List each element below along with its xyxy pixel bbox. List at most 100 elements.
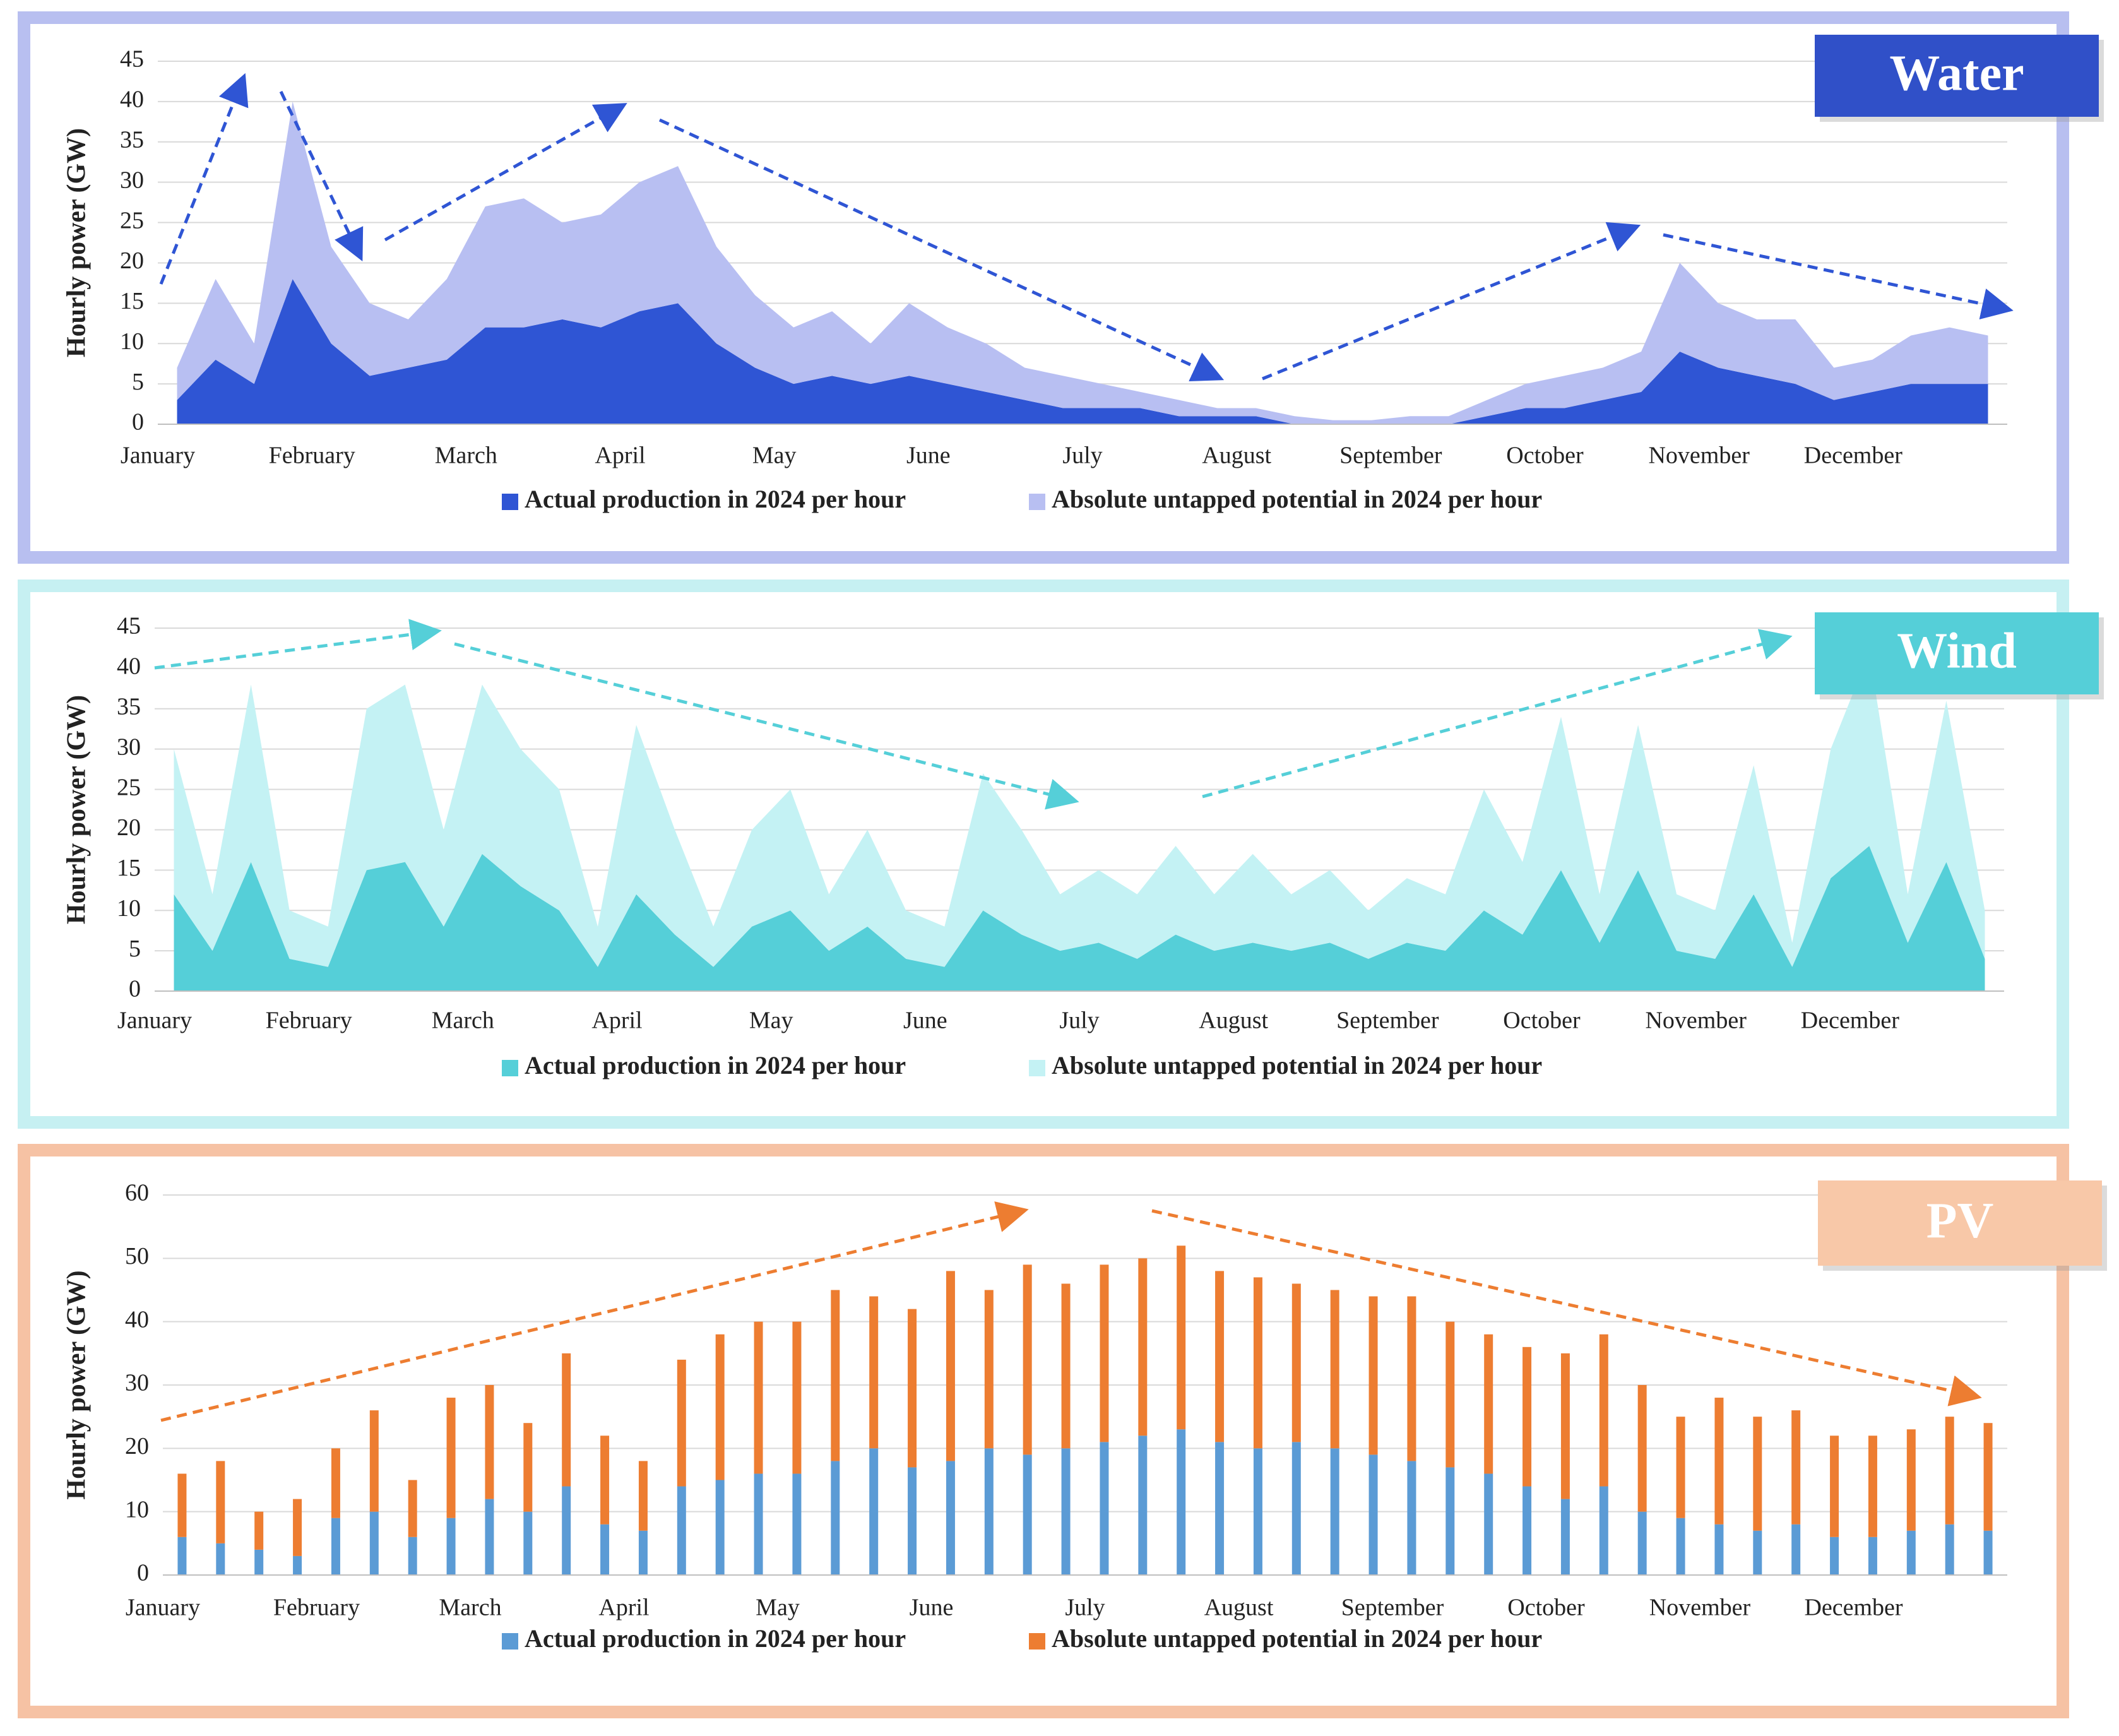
y-axis-label: Hourly power (GW) (62, 128, 92, 357)
bar (1484, 1334, 1493, 1474)
bar (1637, 1511, 1647, 1575)
legend-swatch (502, 494, 518, 510)
bar (1138, 1258, 1148, 1436)
x-tick-label: July (1059, 1008, 1099, 1034)
bar (869, 1448, 879, 1575)
x-tick-label: February (273, 1595, 360, 1621)
x-tick-label: August (1204, 1595, 1274, 1621)
trend-arrow (454, 642, 1079, 810)
water-panel (18, 11, 2069, 564)
area (177, 101, 1988, 424)
bar (1714, 1398, 1724, 1525)
bar (331, 1448, 340, 1518)
x-tick-label: January (121, 443, 195, 469)
x-tick-label: October (1506, 443, 1584, 469)
bar (1253, 1448, 1262, 1575)
x-tick-label: April (598, 1595, 649, 1621)
bar (1945, 1524, 1954, 1575)
x-tick-label: February (266, 1008, 352, 1034)
bar (446, 1398, 456, 1518)
bar (1407, 1296, 1416, 1461)
bar (1330, 1290, 1339, 1449)
trend-arrow (1663, 233, 2014, 319)
x-tick-label: September (1339, 443, 1442, 469)
bar (1061, 1448, 1071, 1575)
chart: 0 5 10 15 20 25 30 35 40 45 January February March Ap… (62, 35, 2104, 513)
legend-swatch (502, 1633, 518, 1650)
x-tick-label: March (439, 1595, 501, 1621)
y-tick-label: 45 (120, 46, 144, 73)
bar (1023, 1454, 1032, 1575)
x-tick-label: December (1801, 1008, 1899, 1034)
bar (1753, 1417, 1762, 1531)
bar (1714, 1524, 1724, 1575)
y-tick-label: 0 (129, 976, 141, 1002)
bar (369, 1511, 379, 1575)
bar (254, 1549, 264, 1575)
legend-label: Absolute untapped potential in 2024 per … (1052, 485, 1542, 513)
legend-label: Actual production in 2024 per hour (525, 485, 906, 513)
bar (1291, 1442, 1301, 1575)
chart: 0 5 10 15 20 25 30 35 40 45 January February March Ap… (62, 612, 2104, 1079)
y-tick-label: 40 (117, 653, 141, 680)
bar (177, 1537, 187, 1575)
bar (1484, 1473, 1493, 1575)
bar (1061, 1283, 1071, 1449)
y-tick-label: 20 (125, 1433, 149, 1460)
trend-arrow (658, 118, 1225, 381)
legend-label: Actual production in 2024 per hour (525, 1624, 906, 1653)
bar (485, 1499, 494, 1575)
x-tick-label: August (1199, 1008, 1268, 1034)
bar (984, 1448, 994, 1575)
y-tick-label: 45 (117, 613, 141, 639)
bar (177, 1473, 187, 1537)
bar (1215, 1271, 1225, 1442)
bar (715, 1480, 725, 1575)
x-tick-label: September (1341, 1595, 1444, 1621)
bar (792, 1473, 802, 1575)
bar (1868, 1436, 1877, 1537)
y-tick-label: 50 (125, 1243, 149, 1269)
y-tick-label: 30 (117, 734, 141, 760)
bar (1830, 1436, 1839, 1537)
x-tick-label: May (756, 1595, 800, 1621)
legend-swatch (1029, 1060, 1045, 1076)
x-tick-label: July (1065, 1595, 1105, 1621)
y-tick-label: 10 (117, 895, 141, 922)
bar (869, 1296, 879, 1449)
bar (369, 1410, 379, 1512)
bar (1753, 1530, 1762, 1575)
title-box (1818, 1180, 2102, 1266)
bar (216, 1543, 225, 1575)
bar (677, 1486, 686, 1575)
bar (1945, 1417, 1954, 1525)
bar (562, 1353, 571, 1487)
bar (562, 1486, 571, 1575)
bar (1368, 1454, 1378, 1575)
legend-swatch (1029, 1633, 1045, 1650)
bar (216, 1461, 225, 1543)
bar (715, 1334, 725, 1480)
x-tick-label: June (910, 1595, 954, 1621)
y-tick-label: 25 (117, 774, 141, 800)
data-layer (177, 1246, 1993, 1575)
chart-title: Water (1889, 45, 2024, 101)
y-tick-label: 5 (129, 936, 141, 962)
trend-arrow (279, 90, 364, 262)
legend-swatch (1029, 494, 1045, 510)
data-layer (174, 652, 1985, 991)
bar (408, 1480, 417, 1537)
bar (1906, 1429, 1916, 1531)
x-tick-label: June (906, 443, 951, 469)
bar (523, 1511, 533, 1575)
bar (254, 1511, 264, 1550)
y-tick-label: 35 (120, 126, 144, 153)
x-tick-label: December (1804, 1595, 1902, 1621)
bar (1830, 1537, 1839, 1575)
y-tick-label: 20 (120, 247, 144, 274)
x-tick-label: October (1507, 1595, 1585, 1621)
x-tick-label: November (1649, 1595, 1751, 1621)
bar (1637, 1385, 1647, 1512)
bar (1291, 1283, 1301, 1442)
